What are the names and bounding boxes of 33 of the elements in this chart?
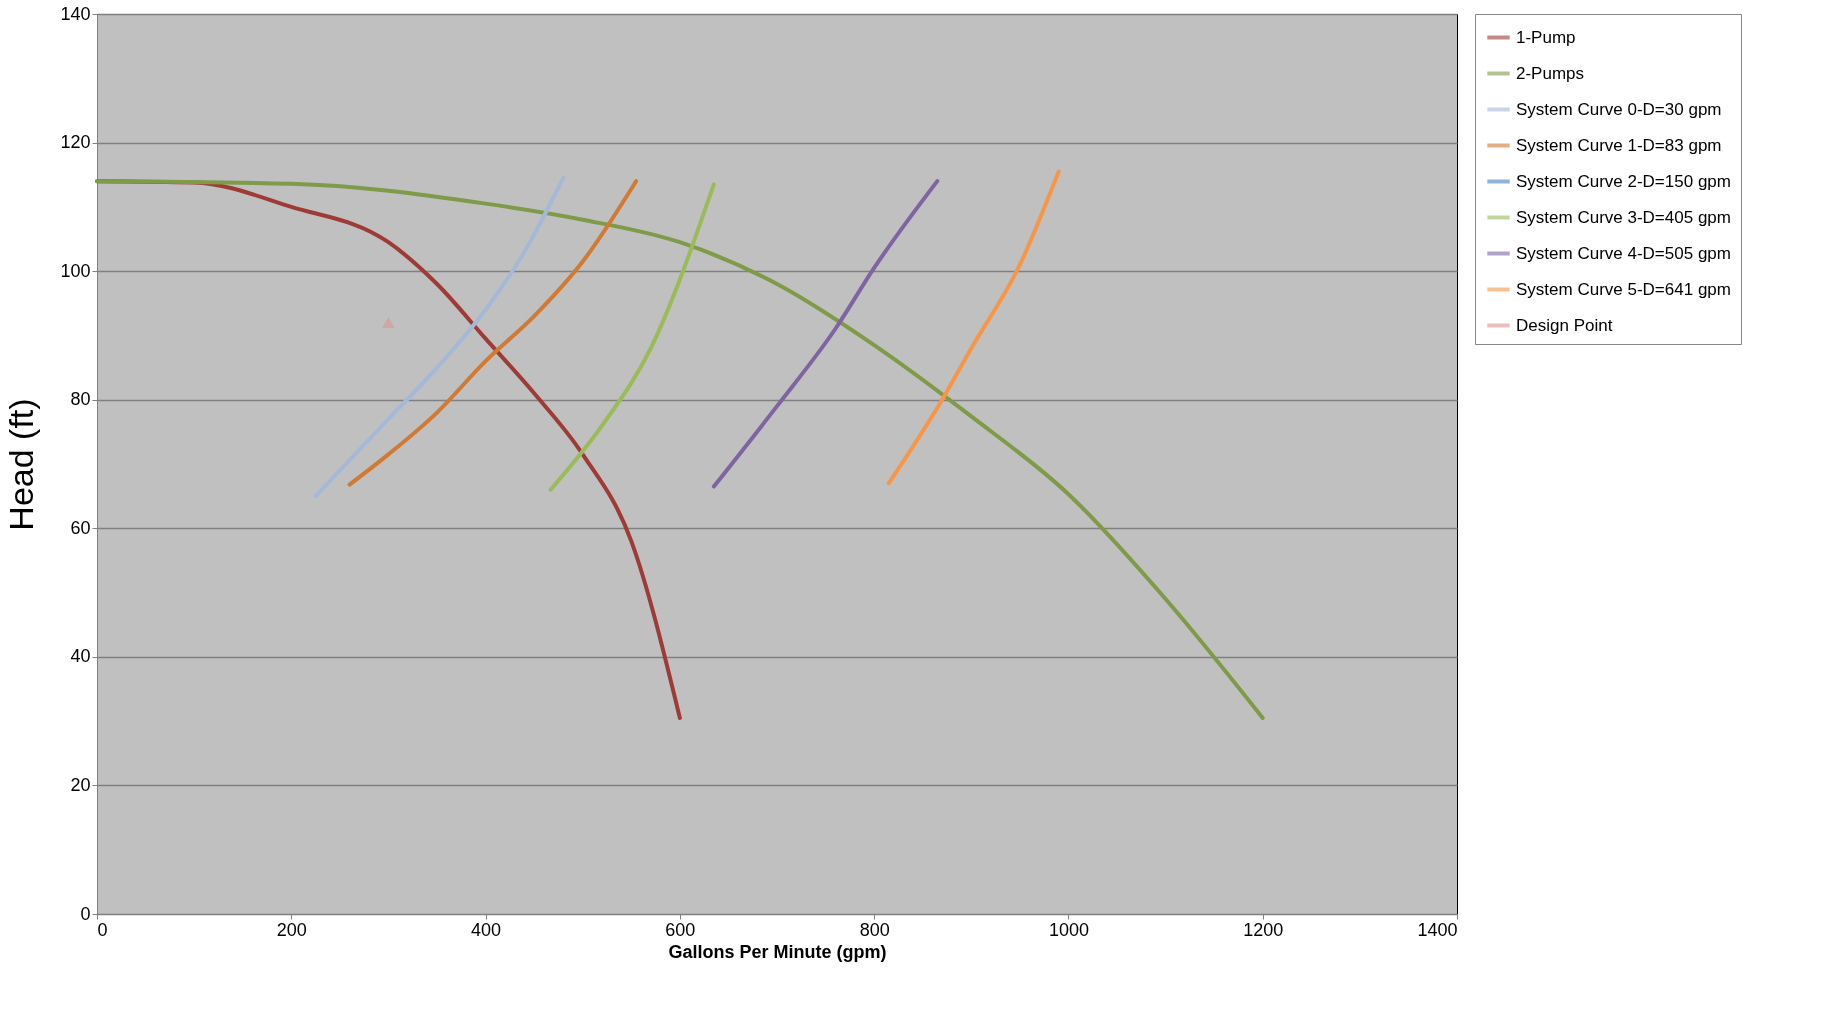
x-tick-label: 200 (276, 919, 307, 940)
legend-label: Design Point (1516, 315, 1613, 335)
x-tick-label: 0 (97, 919, 108, 940)
line-series (347, 179, 639, 487)
line-series (313, 175, 566, 499)
x-tick-label: 800 (859, 919, 890, 940)
y-tick-label: 0 (80, 903, 91, 924)
legend-label: System Curve 3-D=405 gpm (1516, 207, 1731, 227)
x-tick-label: 1000 (1048, 919, 1089, 940)
y-tick-label: 120 (60, 132, 91, 153)
legend-label: System Curve 0-D=30 gpm (1516, 99, 1722, 119)
legend-label: System Curve 2-D=150 gpm (1516, 171, 1731, 191)
x-axis-title: Gallons Per Minute (gpm) (668, 941, 887, 962)
y-tick-label: 40 (70, 646, 91, 667)
x-tick-label: 600 (665, 919, 696, 940)
x-tick-label: 400 (471, 919, 502, 940)
y-tick-label: 100 (60, 260, 91, 281)
y-tick-label: 20 (70, 774, 91, 795)
line-series (95, 179, 1265, 720)
y-tick-label: 80 (70, 389, 91, 410)
x-tick-label: 1400 (1417, 919, 1458, 940)
x-tick-label: 1200 (1243, 919, 1284, 940)
y-tick-label: 140 (60, 3, 91, 24)
legend-label: System Curve 4-D=505 gpm (1516, 243, 1731, 263)
legend-label: System Curve 1-D=83 gpm (1516, 135, 1722, 155)
legend-label: System Curve 5-D=641 gpm (1516, 279, 1731, 299)
line-series (548, 182, 716, 492)
legend-label: 1-Pump (1516, 27, 1576, 47)
y-tick-label: 60 (70, 517, 91, 538)
legend-label: 2-Pumps (1516, 63, 1585, 83)
line-series (886, 169, 1061, 486)
y-axis-title: Head (ft) (2, 398, 41, 531)
line-series (711, 179, 940, 489)
